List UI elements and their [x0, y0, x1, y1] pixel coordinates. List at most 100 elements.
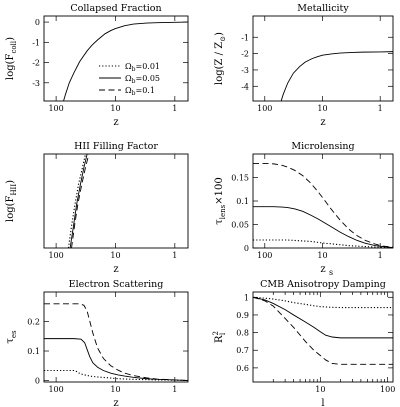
y-tick-label: -1	[241, 33, 249, 42]
y-tick-label: -2	[241, 50, 249, 59]
x-tick-label: 1	[172, 251, 177, 260]
x-tick-label: 100	[257, 251, 272, 260]
x-tick-label: 10	[110, 251, 120, 260]
x-tick-label: 1	[172, 104, 177, 113]
x-axis-label-sub: s	[329, 268, 333, 277]
x-tick-label: 10	[315, 385, 325, 394]
plot-frame	[252, 291, 394, 383]
y-tick-label: -3	[241, 66, 249, 75]
y-axis-label-main: log(F	[5, 53, 16, 80]
x-tick-label: 100	[257, 104, 272, 113]
y-tick-label: -1	[32, 38, 40, 47]
y-axis-label-sub: es	[10, 330, 18, 338]
x-axis-label: z	[113, 398, 118, 407]
x-axis-label: z	[113, 264, 118, 275]
chart-title: Metallicity	[297, 3, 349, 14]
y-tick-label: 1	[244, 293, 249, 302]
x-axis-label: z	[113, 117, 118, 128]
x-tick-label: 1	[378, 104, 383, 113]
y-axis-label-main: log(F	[5, 195, 16, 222]
series-line-dashed	[253, 162, 393, 248]
legend-label: Ωb=0.1	[125, 86, 155, 97]
y-tick-label: 0	[35, 377, 40, 386]
y-tick-label: -2	[32, 59, 40, 68]
y-axis-label-close: )	[5, 37, 16, 41]
legend-label: Ωb=0.01	[125, 62, 160, 73]
y-axis-label-main: τ	[5, 338, 16, 344]
plot-frame	[252, 15, 394, 102]
y-axis-label: log(Fcoll)	[5, 37, 18, 80]
x-axis-label: l	[321, 398, 324, 407]
series-line-dotted	[67, 154, 87, 248]
y-tick-label: 0.1	[27, 347, 40, 356]
chart-title: HII Filling Factor	[74, 141, 158, 152]
y-tick-label: 0	[35, 18, 40, 27]
series-line-solid	[253, 296, 393, 339]
x-tick-label: 10	[317, 104, 327, 113]
y-axis-label: τlens×100	[214, 177, 227, 225]
y-axis-label-sub: l	[219, 332, 227, 335]
y-axis-label: log(FHII)	[5, 180, 18, 222]
y-axis-label-close: ×100	[214, 177, 225, 204]
y-tick-label: 0.6	[236, 364, 249, 373]
chart-title: Electron Scattering	[69, 279, 164, 290]
plot-frame	[43, 153, 189, 249]
y-axis-label: R2l	[212, 331, 227, 343]
series-line-dotted	[253, 239, 393, 248]
x-tick-label: 100	[48, 104, 63, 113]
y-tick-label: -3	[32, 79, 40, 88]
y-axis-label-main: log(Z / Z	[214, 42, 225, 85]
x-tick-label: 10	[317, 251, 327, 260]
series-line-dotted	[44, 369, 188, 382]
series-line-dashed	[71, 154, 90, 248]
x-axis-label: z	[320, 117, 325, 128]
y-axis-label: τes	[5, 330, 18, 344]
x-tick-label: 1	[378, 251, 383, 260]
y-axis-label-main: R	[214, 335, 225, 343]
panel-6: CMB Anisotropy Damping 10 100 1 0.9 0.8 0.7 0.6…	[212, 279, 395, 407]
x-tick-label: 10	[110, 104, 120, 113]
x-tick-label: 100	[380, 385, 395, 394]
y-axis-label-main: τ	[214, 219, 225, 225]
series-line-solid	[253, 206, 393, 248]
x-axis-label: z	[320, 264, 325, 275]
y-axis-label-sub: lens	[219, 204, 227, 219]
legend-label: Ωb=0.05	[125, 74, 160, 85]
series-line-dashed	[44, 303, 188, 381]
y-axis-label-sup: 2	[212, 331, 220, 335]
y-tick-label: 0.2	[27, 318, 40, 327]
series-line-solid	[280, 51, 393, 101]
panel-3: HII Filling Factor 100 10 1 z log(FHII)	[5, 141, 189, 275]
series-line-solid	[69, 154, 88, 248]
series-line-dashed	[253, 296, 393, 365]
y-axis-label-sub: HII	[10, 184, 18, 196]
x-tick-label: 10	[110, 385, 120, 394]
y-axis-label-sub: ⊙	[219, 36, 227, 42]
series-line-dotted	[253, 296, 393, 309]
series-line-solid	[44, 338, 188, 381]
y-tick-label: 0.1	[236, 197, 249, 206]
y-tick-label: 0.8	[236, 329, 249, 338]
x-tick-label: 100	[48, 385, 63, 394]
chart-title: Collapsed Fraction	[70, 3, 161, 14]
plot-frame	[43, 15, 189, 102]
y-tick-label: 0	[244, 244, 249, 253]
panel-2: Metallicity 100 10 1 -1 -2 -3 -4 z log(Z / Z⊙)	[214, 3, 394, 128]
y-tick-label: -4	[241, 82, 249, 91]
series-line-solid	[63, 21, 188, 101]
y-axis-label-sub: coll	[10, 40, 18, 53]
chart-title: CMB Anisotropy Damping	[260, 279, 386, 290]
x-tick-label: 100	[48, 251, 63, 260]
plot-frame	[252, 153, 394, 249]
y-tick-label: 0.15	[231, 174, 249, 183]
y-tick-label: 0.7	[236, 346, 249, 355]
y-axis-label-close: )	[5, 180, 16, 184]
x-tick-label: 1	[172, 385, 177, 394]
y-tick-label: 0.9	[236, 311, 249, 320]
y-axis-label-close: )	[214, 32, 225, 36]
chart-title: Microlensing	[291, 141, 354, 152]
